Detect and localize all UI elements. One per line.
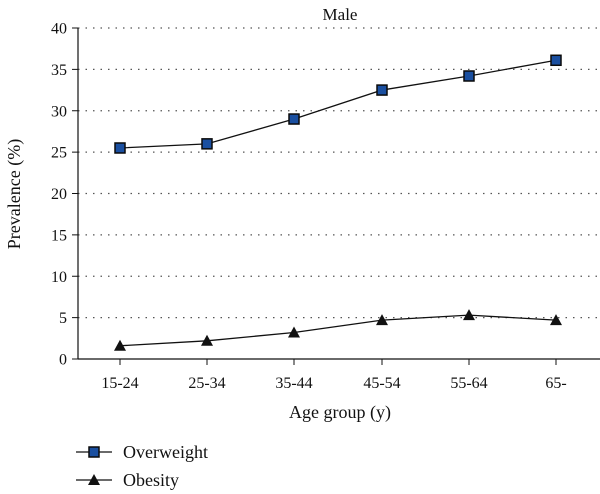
- y-tick-label: 25: [51, 145, 67, 162]
- obesity-point: [550, 314, 562, 326]
- overweight-line: [119, 59, 557, 149]
- overweight-series: [114, 54, 562, 154]
- x-tick-label: 55-64: [450, 375, 487, 392]
- legend-item-overweight: Overweight: [76, 442, 208, 462]
- legend-square-marker: [88, 446, 100, 458]
- y-tick-label: 35: [51, 62, 67, 79]
- obesity-point: [463, 309, 475, 321]
- obesity-point: [114, 339, 126, 351]
- obesity-point: [376, 314, 388, 326]
- grid: [78, 27, 600, 319]
- x-tick-label: 15-24: [101, 375, 138, 392]
- obesity-line: [119, 314, 557, 347]
- legend-label: Obesity: [123, 470, 179, 490]
- x-tick-labels: 15-24 25-34 35-44 45-54 55-64 65-: [101, 375, 566, 392]
- y-tick-label: 20: [51, 186, 67, 203]
- obesity-point: [288, 326, 300, 338]
- x-axis-title: Age group (y): [289, 402, 391, 423]
- overweight-point: [288, 113, 300, 125]
- y-tick-labels: 0 5 10 15 20 25 30 35 40: [51, 21, 67, 369]
- y-tick-label: 5: [59, 310, 67, 327]
- overweight-point: [463, 70, 475, 82]
- series-layer: [114, 54, 562, 351]
- y-tick-label: 15: [51, 227, 67, 244]
- x-tick-label: 35-44: [275, 375, 312, 392]
- x-tick-label: 25-34: [188, 375, 225, 392]
- y-axis-title: Prevalence (%): [4, 139, 25, 249]
- overweight-point: [376, 84, 388, 96]
- axes: [72, 27, 600, 365]
- obesity-series: [114, 309, 562, 351]
- chart-title: Male: [323, 5, 358, 24]
- obesity-point: [201, 334, 213, 346]
- overweight-point: [201, 138, 213, 150]
- overweight-point: [550, 54, 562, 67]
- legend: Overweight Obesity: [76, 442, 208, 490]
- legend-label: Overweight: [123, 442, 208, 462]
- y-tick-label: 10: [51, 269, 67, 286]
- overweight-point: [114, 142, 126, 154]
- y-tick-label: 40: [51, 21, 67, 38]
- y-tick-label: 0: [59, 352, 67, 369]
- y-tick-label: 30: [51, 103, 67, 120]
- legend-triangle-marker: [88, 474, 100, 485]
- x-tick-label: 45-54: [363, 375, 400, 392]
- legend-item-obesity: Obesity: [76, 470, 179, 490]
- x-tick-label: 65-: [545, 375, 566, 392]
